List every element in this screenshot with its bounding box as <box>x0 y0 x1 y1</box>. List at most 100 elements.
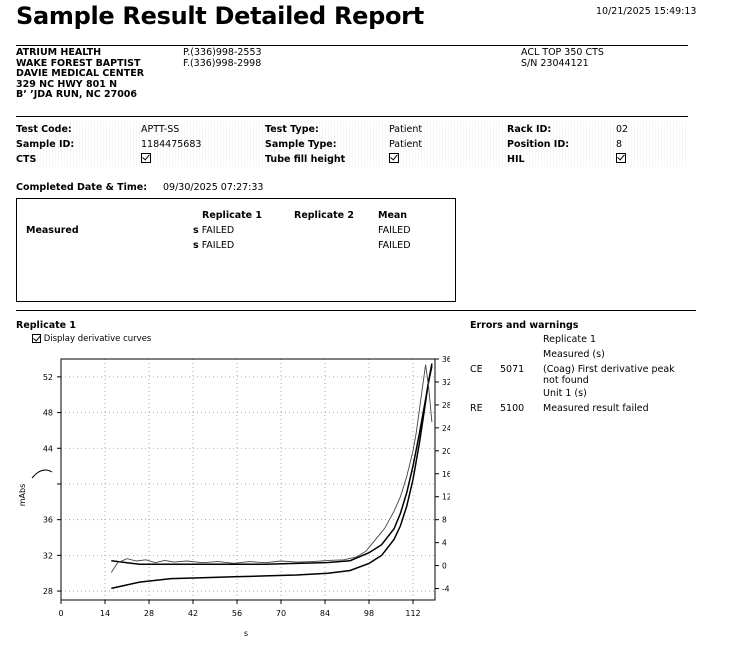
position-id-label: Position ID: <box>507 139 570 150</box>
checkmark-icon <box>141 153 151 163</box>
info-shading <box>16 121 688 167</box>
y2-tick-label: -4 <box>442 585 450 594</box>
x-tick-label: 14 <box>100 609 110 618</box>
result-prefix: s <box>193 240 199 251</box>
sample-type-value: Patient <box>389 139 423 150</box>
y2-tick-label: 8 <box>442 516 447 525</box>
header-replicate-1: Replicate 1 <box>202 210 263 221</box>
derivative-toggle-label: Display derivative curves <box>43 334 152 344</box>
facility-contact: P.(336)998-2553 F.(336)998-2998 <box>183 47 262 69</box>
test-type-value: Patient <box>389 124 423 135</box>
plot-frame <box>60 358 436 601</box>
completed-value: 09/30/2025 07:27:33 <box>163 182 264 193</box>
completed-label: Completed Date & Time: <box>16 182 148 193</box>
series-line <box>110 364 433 573</box>
y-tick-label: 48 <box>43 409 53 418</box>
x-tick-label: 42 <box>188 609 198 618</box>
x-tick-label: 112 <box>405 609 420 618</box>
facility-line: WAKE FOREST BAPTIST <box>16 57 141 69</box>
facility-line: DAVIE MEDICAL CENTER <box>16 68 145 79</box>
error-number: 5100 <box>500 403 525 414</box>
x-tick-label: 0 <box>58 609 63 618</box>
position-id-value: 8 <box>616 139 623 150</box>
derivative-toggle[interactable]: Display derivative curves <box>32 334 151 344</box>
error-number: 5071 <box>500 364 525 375</box>
y2-tick-label: 16 <box>442 470 450 479</box>
rack-id-label: Rack ID: <box>507 124 552 135</box>
x-axis-label: s <box>244 629 248 638</box>
y-tick-label: 52 <box>43 373 53 382</box>
error-sub: Unit 1 (s) <box>543 388 587 399</box>
sample-id-label: Sample ID: <box>16 139 75 150</box>
coag-chart: 0 14 28 42 56 70 84 98 112283236444852-404812162… <box>18 355 450 638</box>
instrument-info: ACL TOP 350 CTS S/N 23044121 <box>521 47 604 69</box>
error-code: CE <box>470 364 483 375</box>
facility-line: 329 NC HWY 801 N <box>16 78 118 90</box>
errors-measured: Measured (s) <box>543 349 605 360</box>
scan-artifact <box>31 469 53 479</box>
y2-tick-label: 20 <box>442 447 450 456</box>
sample-id-value: 1184475683 <box>141 139 202 150</box>
divider <box>16 116 688 117</box>
y2-tick-label: 28 <box>442 401 450 410</box>
facility-fax: F.(336)998-2998 <box>183 57 262 69</box>
results-box <box>16 198 456 302</box>
graph-title: Replicate 1 <box>16 320 77 331</box>
y2-tick-label: 0 <box>442 562 447 571</box>
y2-tick-label: 32 <box>442 378 450 387</box>
tube-fill-checkbox <box>389 153 399 164</box>
facility-line: ATRIUM HEALTH <box>16 47 102 58</box>
errors-title: Errors and warnings <box>470 320 579 331</box>
result-row: s FAILED <box>193 225 234 236</box>
x-tick-label: 28 <box>144 609 154 618</box>
error-code: RE <box>470 403 483 414</box>
result-mean: FAILED <box>378 225 411 236</box>
errors-replicate: Replicate 1 <box>543 334 597 345</box>
cts-checkbox <box>141 153 151 164</box>
instrument-serial: S/N 23044121 <box>521 57 589 69</box>
result-row: s FAILED <box>193 240 234 251</box>
divider <box>16 45 688 46</box>
result-rep1: FAILED <box>201 240 235 251</box>
facility-phone: P.(336)998-2553 <box>183 47 262 58</box>
cts-label: CTS <box>16 154 37 165</box>
error-message: (Coag) First derivative peak not found <box>543 364 675 386</box>
facility-address: ATRIUM HEALTH WAKE FOREST BAPTIST DAVIE … <box>16 47 145 101</box>
tube-fill-label: Tube fill height <box>265 154 346 165</box>
measured-label: Measured <box>26 225 79 236</box>
x-tick-label: 56 <box>232 609 242 618</box>
y-tick-label: 36 <box>43 516 53 525</box>
report-timestamp: 10/21/2025 15:49:13 <box>596 6 697 17</box>
y-axis-label: mAbs <box>18 484 27 507</box>
series-line <box>111 365 433 566</box>
error-message: Measured result failed <box>543 403 649 414</box>
y2-tick-label: 4 <box>442 539 447 548</box>
hil-checkbox <box>616 153 626 164</box>
y-tick-label: 44 <box>43 444 53 453</box>
checkmark-icon <box>616 153 626 163</box>
chart-ticks: 0 14 28 42 56 70 84 98 112283236444852-404812162… <box>43 355 450 618</box>
test-code-value: APTT-SS <box>141 124 180 135</box>
test-type-label: Test Type: <box>265 124 319 135</box>
result-rep1: FAILED <box>201 225 235 236</box>
y2-tick-label: 12 <box>442 493 450 502</box>
rack-id-value: 02 <box>616 124 629 135</box>
test-code-label: Test Code: <box>16 124 72 135</box>
x-tick-label: 98 <box>364 609 374 618</box>
y2-tick-label: 36 <box>442 355 450 364</box>
header-replicate-2: Replicate 2 <box>294 210 355 221</box>
report-title: Sample Result Detailed Report <box>16 2 424 30</box>
y-tick-label: 32 <box>43 551 53 560</box>
chart-grid <box>61 359 435 600</box>
facility-line: B’ ’JDA RUN, NC 27006 <box>16 89 138 100</box>
chart-lines <box>110 363 433 590</box>
x-tick-label: 70 <box>276 609 286 618</box>
divider <box>16 310 696 311</box>
instrument-name: ACL TOP 350 CTS <box>521 47 604 58</box>
sample-type-label: Sample Type: <box>265 139 337 150</box>
checkmark-icon[interactable] <box>32 334 41 343</box>
checkmark-icon <box>389 153 399 163</box>
y2-tick-label: 24 <box>442 424 450 433</box>
result-mean: FAILED <box>378 240 411 251</box>
series-line <box>111 363 433 590</box>
